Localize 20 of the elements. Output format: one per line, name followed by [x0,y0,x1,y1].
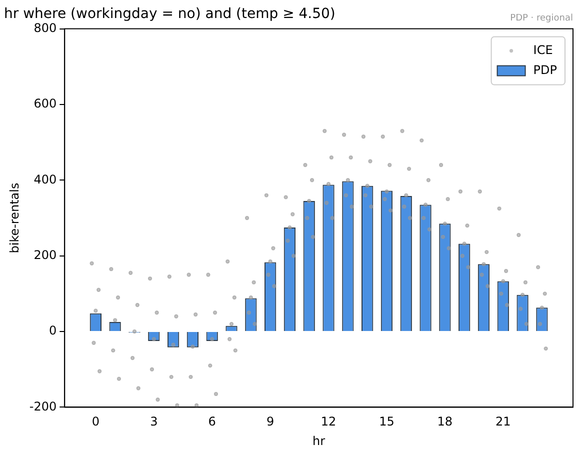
y-tick-label: 400 [34,172,57,186]
y-tick-label: 0 [48,324,57,338]
y-tick-label: -200 [29,399,57,414]
x-tick-label: 18 [437,414,453,429]
chart-title: hr where (workingday = no) and (temp ≥ 4.50) [4,6,336,22]
text: PDP · regional [510,14,573,24]
y-tick-label: 800 [34,20,57,35]
legend-label: PDP [533,62,558,77]
x-tick-label: 12 [320,414,336,429]
x-tick-label: 3 [150,414,158,429]
x-tick-label: 21 [496,414,511,429]
y-tick-label: 200 [34,248,57,262]
legend-label: ICE [533,42,553,57]
x-tick-label: 0 [92,414,100,429]
x-axis-title: hr [312,434,326,448]
x-tick-label: 15 [379,414,394,429]
x-tick-label: 6 [208,414,216,429]
y-axis-title: bike-rentals [7,182,22,254]
x-tick-label: 9 [266,414,274,429]
y-tick-label: 600 [34,96,57,111]
